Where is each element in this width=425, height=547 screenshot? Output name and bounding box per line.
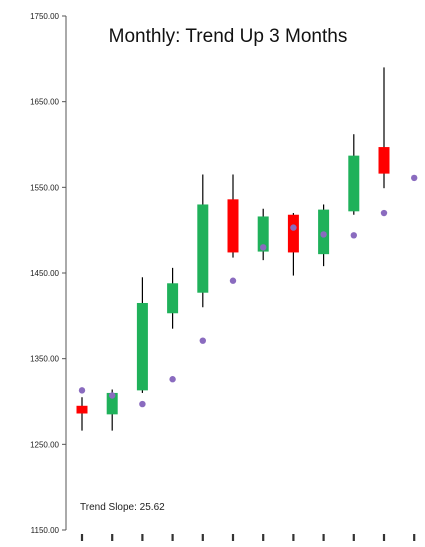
candles-group bbox=[76, 67, 390, 431]
trend-point bbox=[320, 231, 327, 238]
trend-point bbox=[380, 209, 388, 217]
candle-body-up bbox=[167, 283, 179, 314]
trend-point bbox=[290, 224, 297, 231]
trend-point bbox=[229, 277, 237, 284]
trend-point bbox=[109, 392, 116, 399]
candle-body-down bbox=[287, 214, 299, 253]
y-tick-label: 1650.00 bbox=[30, 98, 59, 107]
x-axis-ticks bbox=[80, 534, 416, 541]
candle-body-up bbox=[257, 216, 269, 252]
candle-body-down bbox=[227, 199, 239, 253]
candle-body-up bbox=[106, 392, 118, 415]
trend-point bbox=[260, 244, 267, 251]
trend-point bbox=[169, 376, 176, 383]
candle-body-down bbox=[76, 405, 88, 414]
y-tick-label: 1150.00 bbox=[31, 526, 60, 535]
candle-body-down bbox=[378, 147, 390, 174]
candle-body-up bbox=[348, 155, 360, 212]
trend-point bbox=[411, 174, 418, 182]
y-tick-label: 1450.00 bbox=[30, 269, 59, 278]
trend-point bbox=[139, 400, 146, 408]
trend-slope-annotation: Trend Slope: 25.62 bbox=[80, 502, 165, 513]
y-tick-label: 1250.00 bbox=[30, 440, 59, 449]
candle-body-up bbox=[197, 204, 209, 293]
y-tick-label: 1750.00 bbox=[30, 12, 59, 21]
trend-point bbox=[78, 387, 86, 394]
y-tick-label: 1350.00 bbox=[30, 355, 59, 364]
trend-point bbox=[199, 337, 206, 344]
y-axis-ticks: 1150.00 1250.00 1350.00 1450.00 1550.00 1650.… bbox=[30, 12, 66, 535]
y-tick-label: 1550.00 bbox=[30, 183, 59, 192]
chart-title: Monthly: Trend Up 3 Months bbox=[109, 26, 348, 47]
trend-points-group bbox=[78, 174, 418, 408]
candle-body-up bbox=[136, 302, 148, 391]
trend-point bbox=[350, 232, 357, 239]
